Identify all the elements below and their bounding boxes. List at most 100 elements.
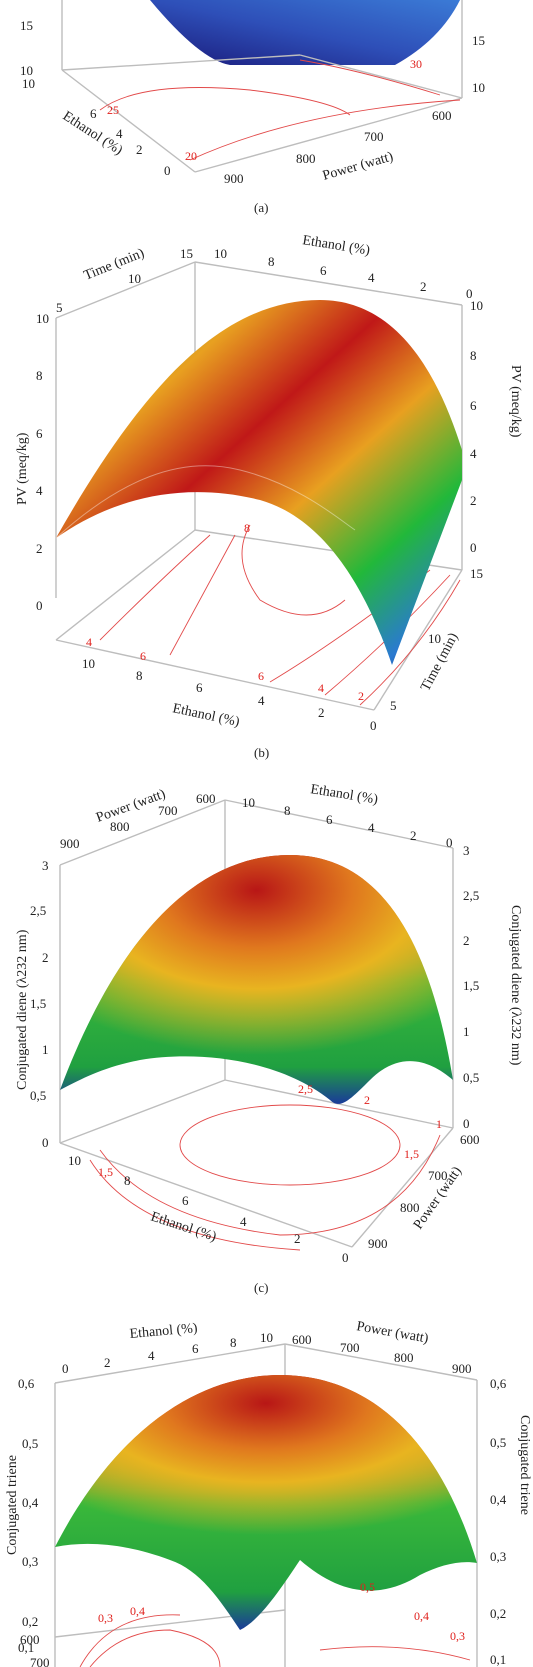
panel-d-contour-1 [89,1629,221,1667]
panel-c-contour-1 [89,1159,301,1251]
panel-c-contour-label-2: 1 [436,1117,442,1131]
panel-d-top-x-tick-3: 6 [192,1341,199,1356]
panel-b-contour-label-0: 8 [244,521,250,535]
panel-c-top-y-tick-3: 600 [196,791,216,806]
panel-b-surface [56,300,462,665]
panel-b-top-x-tick-0: 10 [214,246,227,261]
panel-d-top-x-tick-5: 10 [260,1330,273,1345]
panel-c-top-x-tick-5: 0 [446,835,453,850]
panel-b-rz-tick-0: 10 [470,298,483,313]
panel-a-rz-tick-0: 15 [472,33,485,48]
panel-b-z-tick-1: 8 [36,368,43,383]
panel-c-top-y-tick-1: 800 [110,819,130,834]
panel-d-contour-label-3: 0,4 [414,1609,429,1623]
panel-d-contour-label-2: 0,5 [360,1580,375,1594]
panel-c-rz-tick-5: 0,5 [463,1070,479,1085]
panel-a-surface [150,0,460,65]
panel-d: 0,6 0,5 0,4 0,3 0,2 0,1 Conjugated trien… [5,1319,532,1667]
panel-b-top-x-tick-3: 4 [368,270,375,285]
panel-d-z-tick-4: 0,2 [22,1614,38,1629]
panel-b-floor-right [373,569,463,711]
panel-d-top-x-tick-0: 0 [62,1361,69,1376]
panel-b-top-x-tick-5: 0 [466,286,473,301]
panel-c-z-tick-6: 0 [42,1135,49,1150]
panel-b-x-tick-3: 4 [258,693,265,708]
panel-a-contour-2 [99,87,351,116]
panel-b-contour-label-5: 2 [358,689,364,703]
panel-a-floor-front-left [61,69,196,173]
panel-b-z-tick-4: 2 [36,541,43,556]
panel-c-top-xlabel: Ethanol (%) [309,782,379,808]
panel-d-contour-label-1: 0,4 [130,1604,145,1618]
panel-b-z-tick-2: 6 [36,426,43,441]
panel-c-z-tick-3: 1,5 [30,996,46,1011]
panel-c-rz-tick-3: 1,5 [463,978,479,993]
panel-b-top-x-tick-4: 2 [420,279,427,294]
panel-c-x-tick-2: 6 [182,1193,189,1208]
panel-b-z-tick-5: 0 [36,598,43,613]
panel-b-contour-label-3: 6 [258,669,264,683]
panel-b-y-tick-0: 15 [470,566,483,581]
panel-d-top-right [284,1343,478,1381]
panel-d-rz-tick-0: 0,6 [490,1376,507,1391]
panel-b-x-tick-4: 2 [318,705,325,720]
panel-d-top-x-tick-2: 4 [148,1348,155,1363]
panel-d-z-tick-2: 0,4 [22,1495,39,1510]
panel-b-top-y-tick-0: 15 [180,246,193,261]
panel-d-y-tick-0: 600 [20,1632,40,1647]
panel-c-contour-label-3: 1,5 [404,1147,419,1161]
panel-b-top-xlabel: Ethanol (%) [301,233,371,259]
panel-b-x-tick-5: 0 [370,718,377,733]
panel-a-x-tick-0: 10 [22,76,35,91]
panel-b-top-y-tick-1: 10 [128,271,141,286]
panel-a-y-tick-3: 600 [432,108,452,123]
panel-d-z-tick-1: 0,5 [22,1436,38,1451]
panel-b-rz-tick-5: 0 [470,540,477,555]
panel-a-floor-back [61,54,301,71]
panel-d-rz-tick-2: 0,4 [490,1492,507,1507]
panel-c-caption: (c) [254,1280,268,1295]
panel-b-top-y-tick-2: 5 [56,300,63,315]
panel-d-rz-tick-4: 0,2 [490,1606,506,1621]
panel-a-x-tick-2: 4 [116,126,123,141]
panel-b-caption: (b) [254,745,269,760]
panel-a-x-tick-1: 6 [90,106,97,121]
panel-c-x-tick-0: 10 [68,1153,81,1168]
panel-c-rz-tick-0: 3 [463,843,470,858]
panel-b-rz-tick-2: 6 [470,398,477,413]
panel-c-floor-back [224,1079,454,1129]
panel-b-contour-4 [99,534,211,641]
panel-c-top-left [59,799,226,866]
panel-b-top-left [55,261,196,319]
panel-c-contour-label-4: 1,5 [98,1165,113,1179]
panel-d-y-tick-1: 700 [30,1655,50,1667]
panel-a-z-tick-0: 15 [20,18,33,33]
panel-b-z-tick-0: 10 [36,311,49,326]
panel-a-y-tick-0: 900 [224,171,244,186]
panel-c-rz-tick-4: 1 [463,1024,470,1039]
panel-a-caption: (a) [254,200,268,215]
panel-a-contour-label-1: 25 [107,103,119,117]
panel-c-surface-cap [60,855,453,1090]
panel-b-contour-label-1: 4 [86,635,92,649]
panel-c-x-tick-1: 8 [124,1173,131,1188]
panel-a-floor-front-right [194,97,463,173]
panel-c-z-tick-2: 2 [42,950,49,965]
panel-b: 10 8 6 4 2 0 PV (meq/kg) 10 8 6 4 2 0 PV… [15,233,523,760]
panel-d-top-xlabel: Ethanol (%) [129,1321,198,1342]
panel-c-top-y-tick-0: 900 [60,836,80,851]
panel-a-contour-label-2: 20 [185,149,197,163]
panel-d-rz-tick-5: 0,1 [490,1652,506,1667]
panel-c-x-tick-5: 0 [342,1250,349,1265]
panel-c-y-tick-3: 900 [368,1236,388,1251]
panel-c-top-ylabel: Power (watt) [94,787,168,826]
panel-d-top-left [54,1343,286,1384]
panel-c-top-x-tick-3: 4 [368,820,375,835]
panel-b-x-tick-1: 8 [136,668,143,683]
panel-c-top-right [224,799,454,849]
panel-c-y-tick-0: 600 [460,1132,480,1147]
panel-b-top-right [194,261,463,306]
panel-c-rz-tick-6: 0 [463,1116,470,1131]
panel-a-y-tick-2: 700 [364,129,384,144]
panel-b-x-tick-0: 10 [82,656,95,671]
